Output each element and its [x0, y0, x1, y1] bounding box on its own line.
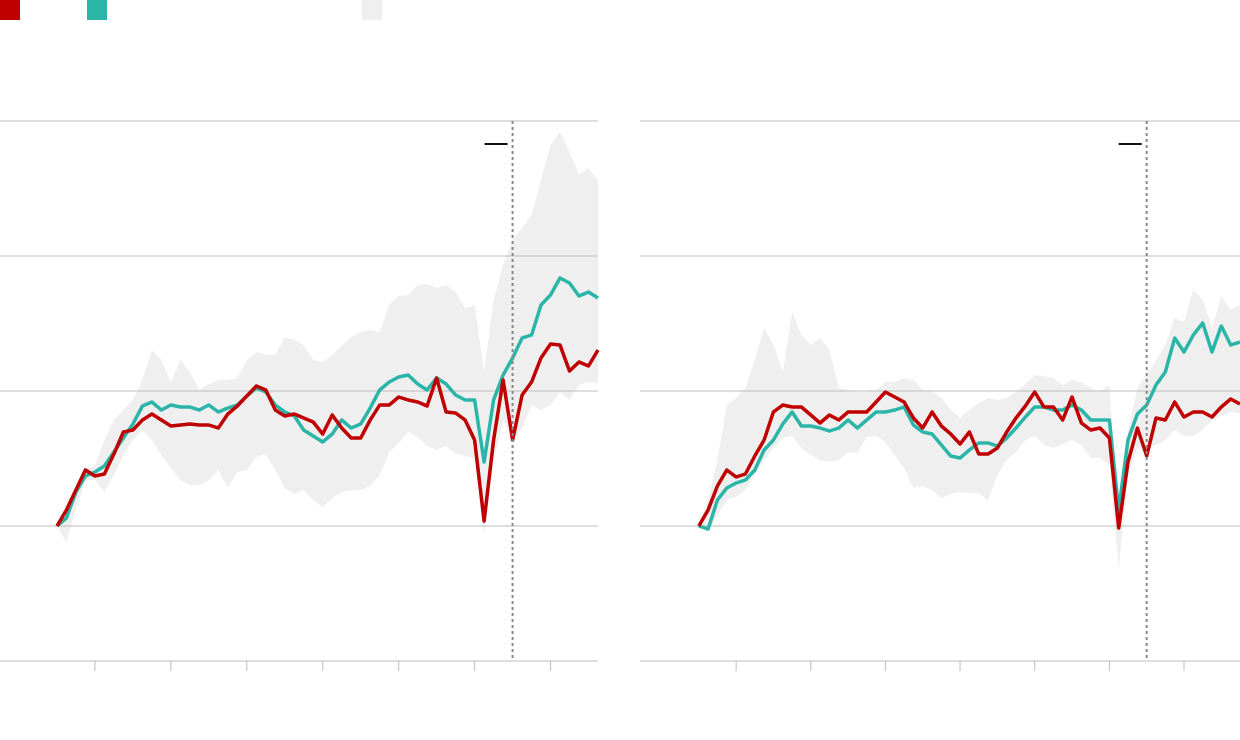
series-line	[697, 390, 1240, 530]
range-band	[57, 132, 598, 542]
series-line	[55, 276, 599, 528]
legend-swatch	[0, 0, 20, 20]
legend-swatch	[87, 0, 107, 20]
legend-swatch	[362, 0, 382, 20]
series-line	[698, 321, 1240, 531]
series-line	[55, 342, 600, 527]
range-band	[698, 290, 1240, 568]
